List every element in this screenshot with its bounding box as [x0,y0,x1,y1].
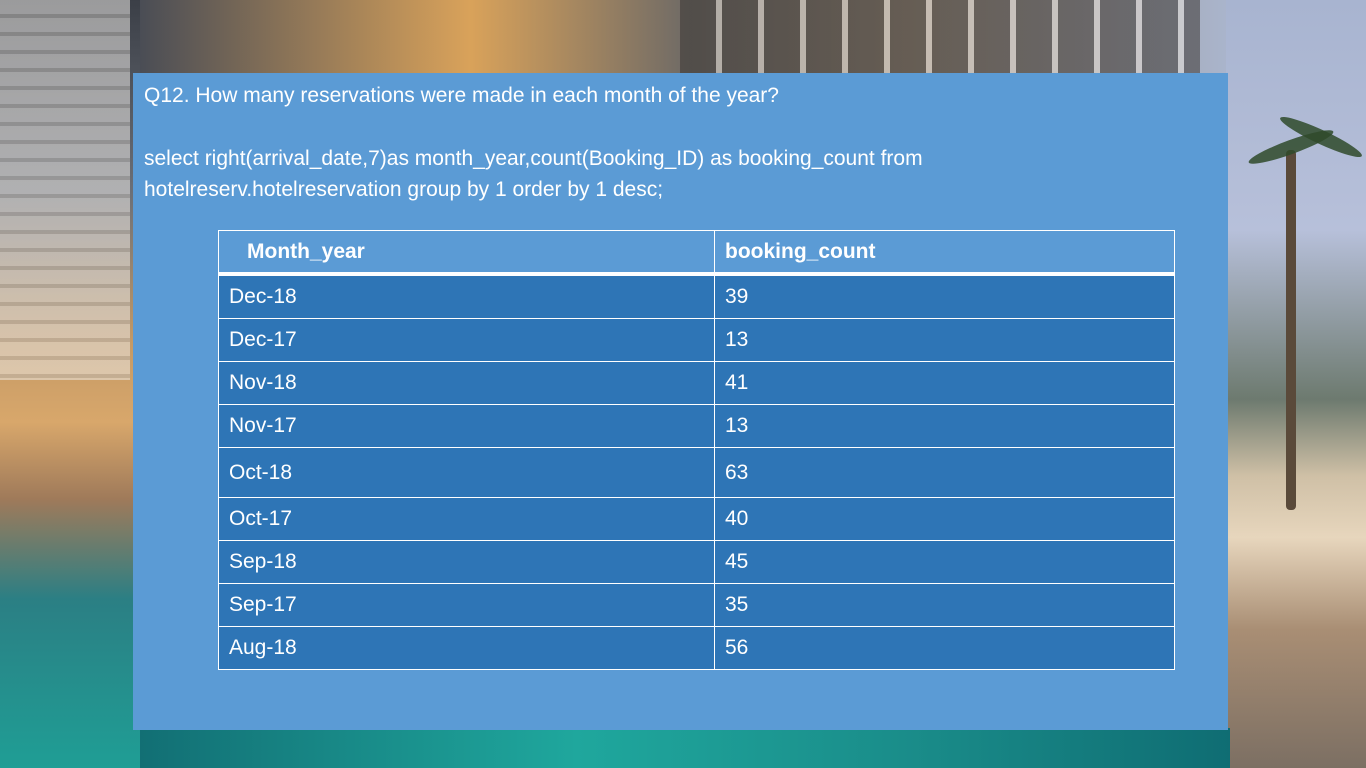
cell-booking-count: 13 [714,318,1175,362]
cell-booking-count: 56 [714,626,1175,670]
cell-month-year: Aug-18 [218,626,715,670]
background-building [0,0,130,380]
table-row: Aug-18 56 [218,626,1175,670]
cell-month-year: Nov-17 [218,404,715,448]
cell-booking-count: 39 [714,273,1175,319]
table-row: Sep-18 45 [218,540,1175,584]
background-photo-left [0,0,140,768]
table-row: Nov-17 13 [218,404,1175,448]
table-row: Sep-17 35 [218,583,1175,627]
background-photo-top [140,0,1240,75]
cell-booking-count: 45 [714,540,1175,584]
table-row: Oct-17 40 [218,497,1175,541]
table-row: Oct-18 63 [218,447,1175,498]
cell-booking-count: 40 [714,497,1175,541]
table-row: Dec-18 39 [218,273,1175,319]
content-panel: Q12. How many reservations were made in … [133,73,1228,730]
cell-booking-count: 63 [714,447,1175,498]
cell-month-year: Oct-18 [218,447,715,498]
table-row: Dec-17 13 [218,318,1175,362]
column-header-month-year: Month_year [218,230,715,276]
sql-query: select right(arrival_date,7)as month_yea… [144,143,1204,205]
cell-month-year: Dec-18 [218,273,715,319]
sql-line: hotelreserv.hotelreservation group by 1 … [144,178,664,201]
cell-booking-count: 35 [714,583,1175,627]
table-row: Nov-18 41 [218,361,1175,405]
table-header-row: Month_year booking_count [218,230,1175,276]
cell-month-year: Sep-17 [218,583,715,627]
cell-month-year: Dec-17 [218,318,715,362]
palm-trunk [1286,150,1296,510]
cell-booking-count: 41 [714,361,1175,405]
column-header-booking-count: booking_count [714,230,1175,276]
background-photo-right [1226,0,1366,768]
background-pool [140,728,1230,768]
sql-line: select right(arrival_date,7)as month_yea… [144,147,923,170]
cell-booking-count: 13 [714,404,1175,448]
result-table: Month_year booking_count Dec-18 39 Dec-1… [218,230,1175,670]
cell-month-year: Nov-18 [218,361,715,405]
question-text: Q12. How many reservations were made in … [144,84,779,107]
cell-month-year: Oct-17 [218,497,715,541]
cell-month-year: Sep-18 [218,540,715,584]
background-balconies [680,0,1200,75]
